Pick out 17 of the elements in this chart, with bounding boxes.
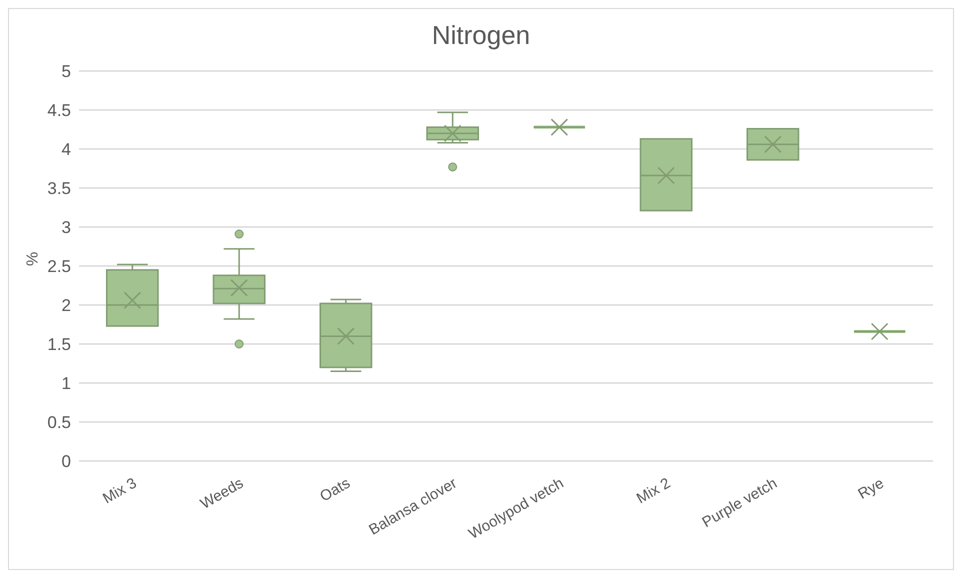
y-tick-label: 0.5 [47, 413, 71, 432]
y-tick-label: 1.5 [47, 335, 71, 354]
y-tick-label: 0 [62, 452, 71, 472]
y-tick-label: 5 [62, 62, 71, 82]
x-tick-label: Mix 3 [100, 474, 140, 508]
y-tick-label: 3.5 [47, 179, 71, 198]
y-tick-label: 2.5 [47, 257, 71, 276]
x-tick-label: Mix 2 [634, 474, 674, 508]
y-tick-label: 4.5 [47, 101, 71, 120]
y-tick-label: 3 [62, 218, 71, 238]
chart-title: Nitrogen [430, 19, 532, 52]
y-axis-title: % [24, 252, 42, 266]
y-tick-label: 4 [62, 140, 71, 160]
y-tick-label: 2 [62, 296, 71, 316]
x-tick-label: Oats [317, 474, 354, 506]
y-tick-label: 1 [62, 374, 71, 394]
x-tick-label: Rye [855, 474, 887, 503]
